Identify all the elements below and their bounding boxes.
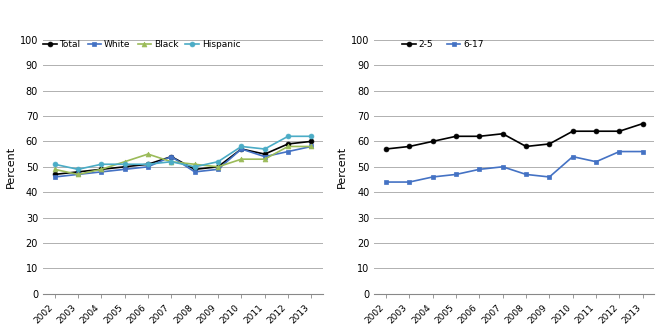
White — [121, 167, 129, 171]
White — [308, 144, 315, 148]
Y-axis label: Percent: Percent — [337, 146, 347, 188]
Line: 2-5: 2-5 — [383, 121, 645, 152]
Hispanic — [261, 147, 269, 151]
Black — [121, 160, 129, 164]
Black — [214, 165, 222, 169]
Total — [214, 165, 222, 169]
White — [51, 175, 59, 179]
Total — [191, 167, 199, 171]
Line: Black: Black — [52, 144, 313, 177]
Line: White: White — [52, 144, 313, 179]
Hispanic — [74, 167, 82, 171]
2-5 — [499, 132, 507, 136]
White — [144, 165, 152, 169]
2-5 — [616, 129, 624, 133]
White — [214, 167, 222, 171]
Black — [98, 167, 106, 171]
Total — [284, 142, 292, 146]
Total — [121, 165, 129, 169]
6-17 — [545, 175, 553, 179]
Hispanic — [214, 160, 222, 164]
6-17 — [475, 167, 483, 171]
Black — [308, 144, 315, 148]
White — [261, 155, 269, 159]
6-17 — [499, 165, 507, 169]
6-17 — [429, 175, 437, 179]
White — [284, 150, 292, 154]
Total — [144, 162, 152, 166]
2-5 — [452, 134, 460, 138]
Total — [168, 155, 176, 159]
2-5 — [405, 144, 413, 148]
6-17 — [616, 150, 624, 154]
6-17 — [382, 180, 390, 184]
2-5 — [545, 142, 553, 146]
6-17 — [452, 172, 460, 176]
Black — [168, 160, 176, 164]
Hispanic — [168, 160, 176, 164]
White — [168, 155, 176, 159]
Line: 6-17: 6-17 — [383, 149, 645, 184]
White — [74, 172, 82, 176]
Total — [51, 172, 59, 176]
White — [98, 170, 106, 174]
Hispanic — [191, 165, 199, 169]
2-5 — [569, 129, 577, 133]
6-17 — [592, 160, 600, 164]
6-17 — [569, 155, 577, 159]
6-17 — [639, 150, 647, 154]
White — [238, 147, 246, 151]
2-5 — [592, 129, 600, 133]
Total — [308, 139, 315, 143]
2-5 — [382, 147, 390, 151]
Hispanic — [144, 162, 152, 166]
Total — [98, 167, 106, 171]
Black — [238, 157, 246, 161]
Y-axis label: Percent: Percent — [5, 146, 16, 188]
Black — [261, 157, 269, 161]
Black — [284, 144, 292, 148]
Hispanic — [284, 134, 292, 138]
6-17 — [522, 172, 530, 176]
Black — [51, 167, 59, 171]
Legend: Total, White, Black, Hispanic: Total, White, Black, Hispanic — [43, 40, 240, 49]
Hispanic — [98, 162, 106, 166]
Total — [74, 170, 82, 174]
Total — [261, 152, 269, 156]
Line: Hispanic: Hispanic — [52, 134, 313, 172]
2-5 — [522, 144, 530, 148]
Hispanic — [238, 144, 246, 148]
Hispanic — [121, 162, 129, 166]
Hispanic — [51, 162, 59, 166]
White — [191, 170, 199, 174]
Black — [74, 172, 82, 176]
Legend: 2-5, 6-17: 2-5, 6-17 — [403, 40, 484, 49]
Hispanic — [308, 134, 315, 138]
Black — [144, 152, 152, 156]
2-5 — [429, 139, 437, 143]
6-17 — [405, 180, 413, 184]
2-5 — [639, 121, 647, 125]
Total — [238, 147, 246, 151]
Line: Total: Total — [52, 139, 313, 177]
Black — [191, 162, 199, 166]
2-5 — [475, 134, 483, 138]
